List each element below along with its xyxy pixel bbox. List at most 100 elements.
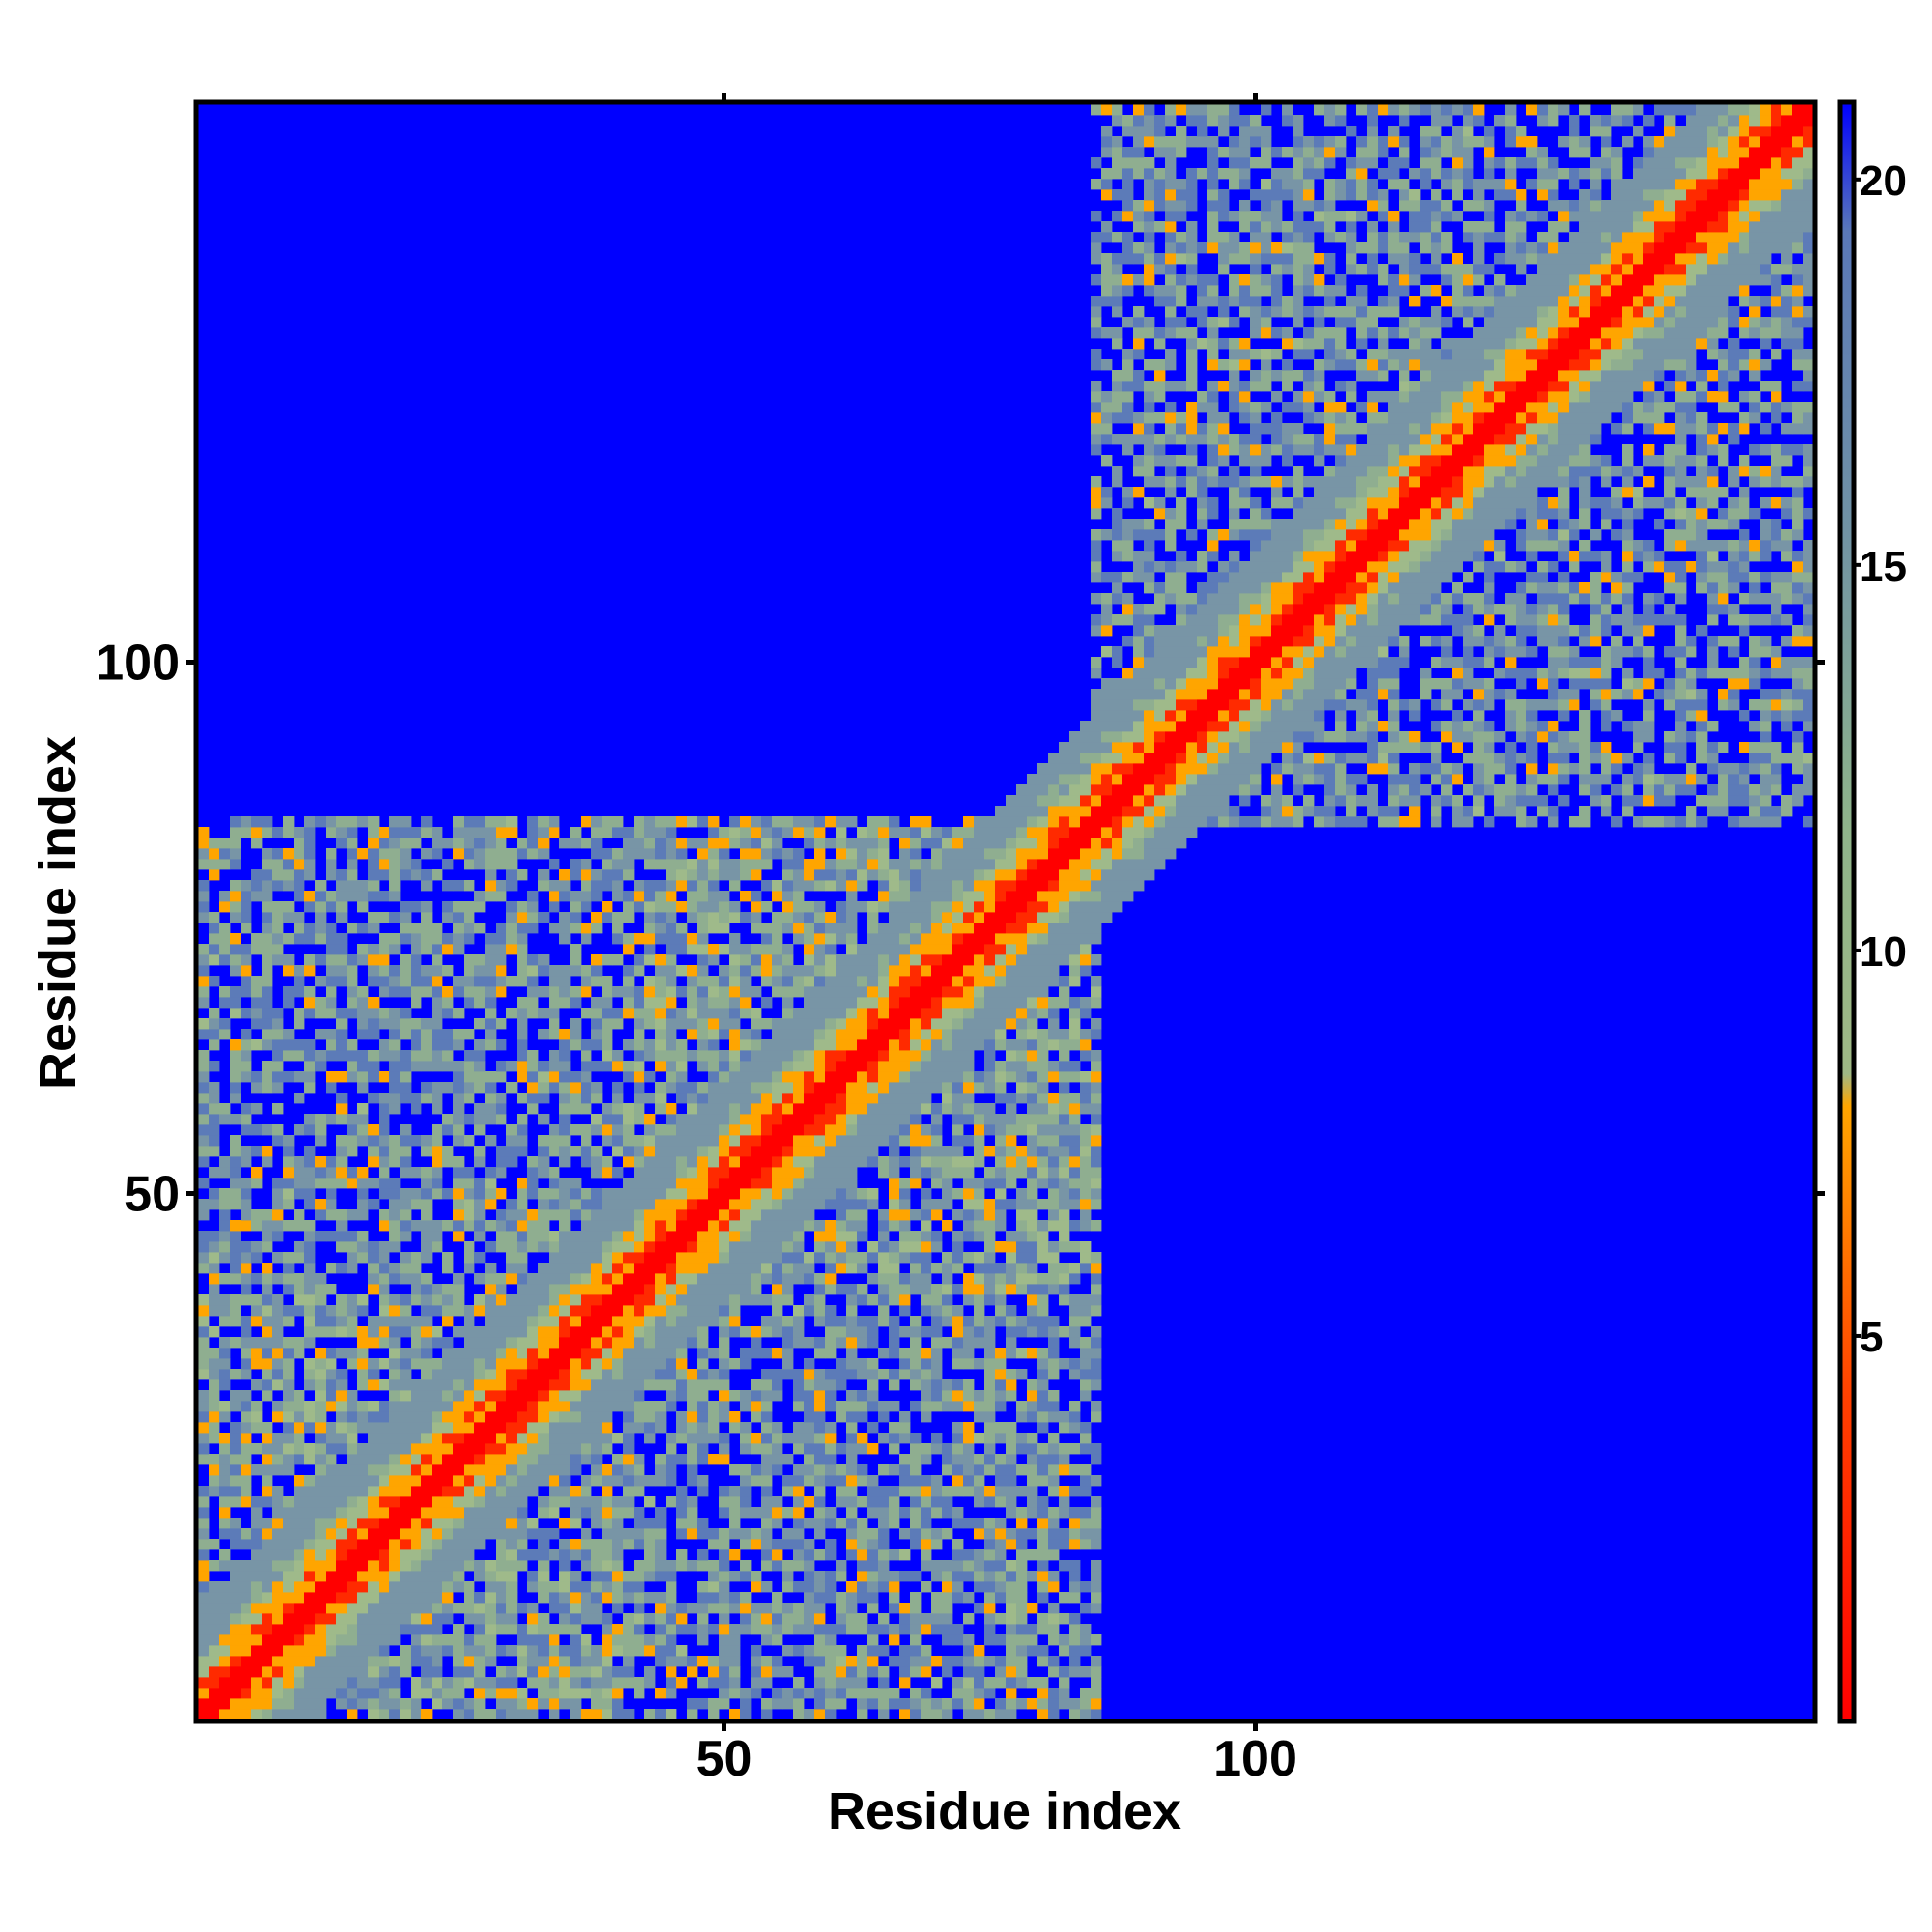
heatmap-cell	[602, 1581, 613, 1593]
heatmap-cell	[379, 986, 390, 998]
heatmap-cell	[963, 1464, 975, 1476]
heatmap-cell	[804, 933, 815, 945]
heatmap-cell	[793, 965, 805, 977]
heatmap-cell	[304, 1178, 316, 1189]
heatmap-cell	[687, 1199, 698, 1210]
heatmap-cell	[931, 933, 943, 945]
heatmap-cell	[867, 1294, 879, 1306]
heatmap-cell	[836, 1039, 847, 1051]
heatmap-cell	[591, 1039, 603, 1051]
heatmap-cell	[315, 1294, 327, 1306]
heatmap-cell	[400, 1273, 412, 1285]
heatmap-cell	[304, 1401, 316, 1412]
heatmap-cell	[570, 869, 582, 881]
heatmap-cell	[368, 1666, 380, 1678]
heatmap-cell	[836, 912, 847, 923]
heatmap-cell	[634, 1688, 645, 1699]
heatmap-cell	[740, 1146, 752, 1157]
heatmap-cell	[634, 997, 645, 1009]
heatmap-cell	[963, 848, 975, 860]
heatmap-cell	[230, 1156, 242, 1168]
heatmap-cell	[538, 1645, 550, 1657]
heatmap-cell	[272, 1018, 284, 1030]
heatmap-cell	[368, 1656, 380, 1667]
heatmap-cell	[921, 1443, 932, 1455]
heatmap-cell	[517, 1624, 528, 1635]
heatmap-cell	[389, 1305, 401, 1317]
heatmap-cell	[634, 1252, 645, 1264]
heatmap-cell	[804, 1709, 815, 1719]
heatmap-cell	[708, 1677, 720, 1689]
heatmap-cell	[910, 1316, 922, 1327]
heatmap-cell	[804, 1305, 815, 1317]
heatmap-cell	[719, 1263, 730, 1274]
heatmap-cell	[442, 1443, 454, 1455]
heatmap-cell	[782, 1146, 794, 1157]
heatmap-cell	[400, 816, 412, 828]
heatmap-cell	[825, 1592, 837, 1604]
heatmap-cell	[400, 1124, 412, 1136]
heatmap-cell	[326, 1263, 337, 1274]
heatmap-cell	[867, 1379, 879, 1391]
heatmap-cell	[304, 1220, 316, 1232]
heatmap-cell	[857, 1464, 868, 1476]
heatmap-cell	[262, 1645, 273, 1657]
heatmap-cell	[889, 1656, 900, 1667]
heatmap-cell	[506, 1560, 518, 1572]
heatmap-cell	[921, 1688, 932, 1699]
heatmap-cell	[867, 1656, 879, 1667]
heatmap-cell	[442, 1050, 454, 1062]
heatmap-cell	[740, 1209, 752, 1221]
heatmap-cell	[272, 1698, 284, 1710]
heatmap-cell	[814, 1369, 826, 1380]
heatmap-cell	[453, 1390, 465, 1402]
heatmap-cell	[708, 1709, 720, 1719]
heatmap-cell	[825, 1199, 837, 1210]
heatmap-cell	[644, 1178, 656, 1189]
heatmap-cell	[729, 1284, 741, 1295]
heatmap-cell	[719, 1093, 730, 1104]
heatmap-cell	[453, 1666, 465, 1678]
heatmap-cell	[772, 1390, 783, 1402]
heatmap-cell	[655, 1528, 667, 1540]
heatmap-cell	[230, 1603, 242, 1614]
heatmap-cell	[676, 1613, 688, 1625]
heatmap-cell	[952, 1698, 964, 1710]
heatmap-cell	[570, 1093, 582, 1104]
heatmap-cell	[442, 1082, 454, 1094]
heatmap-cell	[527, 986, 539, 998]
heatmap-cell	[963, 1018, 975, 1030]
heatmap-cell	[400, 1443, 412, 1455]
heatmap-cell	[697, 901, 709, 913]
heatmap-cell	[527, 1603, 539, 1614]
heatmap-cell	[432, 1401, 443, 1412]
heatmap-cell	[464, 848, 475, 860]
heatmap-cell	[634, 1560, 645, 1572]
heatmap-cell	[559, 1252, 571, 1264]
heatmap-cell	[910, 1464, 922, 1476]
heatmap-cell	[729, 1114, 741, 1125]
heatmap-cell	[549, 1411, 560, 1423]
heatmap-cell	[442, 1592, 454, 1604]
heatmap-cell	[368, 1549, 380, 1561]
heatmap-cell	[262, 944, 273, 955]
heatmap-cell	[262, 1688, 273, 1699]
heatmap-cell	[676, 1018, 688, 1030]
heatmap-cell	[846, 1507, 858, 1519]
heatmap-cell	[326, 1433, 337, 1444]
heatmap-cell	[697, 1050, 709, 1062]
heatmap-cell	[453, 1199, 465, 1210]
heatmap-cell	[198, 1592, 210, 1604]
heatmap-cell	[272, 1507, 284, 1519]
heatmap-cell	[347, 1539, 358, 1550]
heatmap-cell	[294, 1677, 305, 1689]
heatmap-cell	[867, 1114, 879, 1125]
heatmap-cell	[357, 1050, 369, 1062]
heatmap-cell	[793, 1103, 805, 1115]
heatmap-cell	[623, 859, 635, 870]
heatmap-cell	[655, 1475, 667, 1487]
heatmap-cell	[581, 1294, 592, 1306]
heatmap-cell	[729, 1008, 741, 1019]
heatmap-cell	[942, 1220, 953, 1232]
heatmap-cell	[708, 1422, 720, 1434]
